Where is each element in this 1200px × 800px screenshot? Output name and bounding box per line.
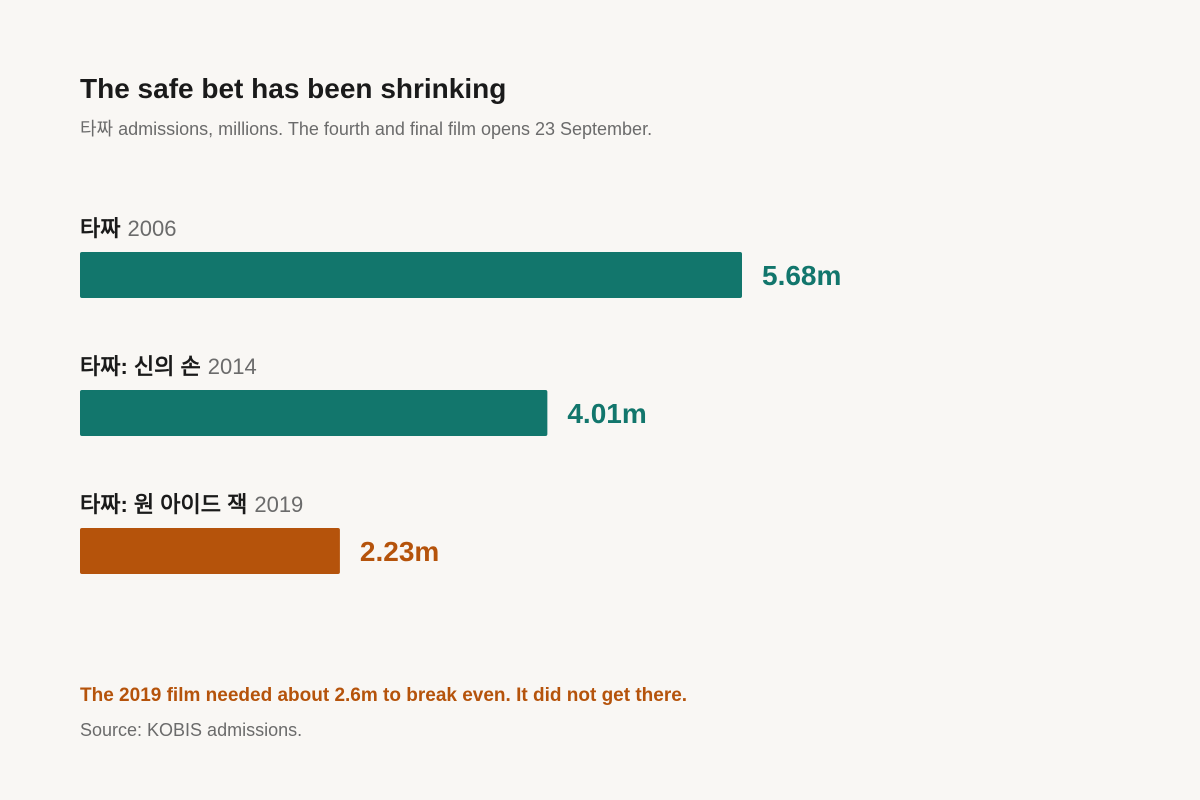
annotation: The 2019 film needed about 2.6m to break… (80, 685, 687, 706)
source: Source: KOBIS admissions. (80, 720, 302, 740)
category-label: 타짜 2006 (80, 216, 176, 241)
category-year: 2014 (208, 354, 257, 379)
value-label: 2.23m (360, 536, 439, 567)
category-year: 2006 (127, 216, 176, 241)
category-label: 타짜: 신의 손 2014 (80, 354, 257, 379)
bar (80, 252, 742, 298)
value-label: 5.68m (762, 260, 841, 291)
bar (80, 390, 548, 436)
category-name: 타짜: 원 아이드 잭 (80, 492, 247, 517)
value-label: 4.01m (567, 398, 646, 429)
category-name: 타짜: 신의 손 (80, 354, 201, 379)
category-year: 2019 (254, 492, 303, 517)
bar (80, 528, 340, 574)
category-name: 타짜 (80, 216, 121, 241)
category-label: 타짜: 원 아이드 잭 2019 (80, 492, 303, 517)
chart-title: The safe bet has been shrinking (80, 73, 506, 104)
chart-subtitle: 타짜 admissions, millions. The fourth and … (80, 119, 652, 139)
